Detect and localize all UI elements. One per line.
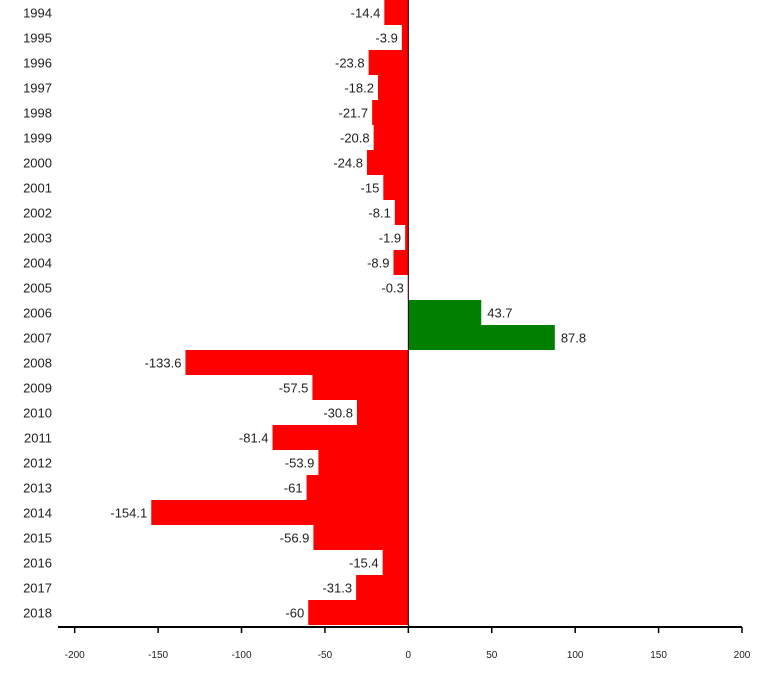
data-label-2001: -15	[361, 181, 380, 196]
data-label-2018: -60	[285, 606, 304, 621]
category-label-2007: 2007	[23, 331, 52, 346]
category-label-2014: 2014	[23, 506, 52, 521]
bar-2009	[312, 375, 409, 400]
data-labels-group: -14.4 -3.9 -23.8 -18.2 -21.7 -20.8 -24.8 -15 -8.…	[110, 6, 586, 621]
bar-2016	[382, 550, 409, 575]
bar-2014	[151, 500, 409, 525]
data-label-2004: -8.9	[367, 256, 389, 271]
category-label-1998: 1998	[23, 106, 52, 121]
category-label-1995: 1995	[23, 31, 52, 46]
data-label-2008: -133.6	[145, 356, 182, 371]
category-labels-group: 1994 1995 1996 1997 1998 1999 2000 2001 2002 2003…	[23, 6, 52, 621]
x-tick-label: 200	[734, 650, 751, 661]
category-label-2000: 2000	[23, 156, 52, 171]
data-label-2011: -81.4	[239, 431, 269, 446]
bar-2011	[272, 425, 409, 450]
x-tick-label: -50	[318, 650, 333, 661]
bar-2008	[185, 350, 409, 375]
bar-2002	[394, 200, 409, 225]
data-label-2014: -154.1	[110, 506, 147, 521]
data-label-2000: -24.8	[333, 156, 363, 171]
data-label-2015: -56.9	[280, 531, 310, 546]
x-tick-label: 50	[486, 650, 498, 661]
data-label-2002: -8.1	[368, 206, 390, 221]
data-label-2006: 43.7	[487, 306, 512, 321]
bar-2003	[405, 225, 409, 250]
bar-2015	[313, 525, 409, 550]
bar-2013	[306, 475, 409, 500]
x-ticks-group: -200 -150 -100 -50 0 50 100 150 200	[65, 627, 751, 661]
bar-2012	[318, 450, 409, 475]
data-label-1994: -14.4	[351, 6, 381, 21]
category-label-1997: 1997	[23, 81, 52, 96]
category-label-2015: 2015	[23, 531, 52, 546]
x-tick-label: -100	[232, 650, 252, 661]
bar-2001	[383, 175, 409, 200]
category-label-2013: 2013	[23, 481, 52, 496]
bar-1998	[372, 100, 409, 125]
bar-1997	[377, 75, 409, 100]
data-label-2005: -0.3	[381, 281, 403, 296]
category-label-2003: 2003	[23, 231, 52, 246]
bar-1995	[401, 25, 409, 50]
x-tick-label: -150	[148, 650, 168, 661]
data-label-2012: -53.9	[285, 456, 315, 471]
bar-2018	[308, 600, 409, 625]
data-label-2010: -30.8	[323, 406, 353, 421]
data-label-2016: -15.4	[349, 556, 379, 571]
data-label-2013: -61	[284, 481, 303, 496]
category-label-2002: 2002	[23, 206, 52, 221]
category-label-2011: 2011	[24, 431, 52, 446]
category-label-2009: 2009	[23, 381, 52, 396]
bars-group	[151, 0, 555, 625]
category-label-1994: 1994	[23, 6, 52, 21]
category-label-2004: 2004	[23, 256, 52, 271]
data-label-1999: -20.8	[340, 131, 370, 146]
bar-2000	[366, 150, 409, 175]
x-tick-label: -200	[65, 650, 85, 661]
x-tick-label: 150	[650, 650, 667, 661]
category-label-2010: 2010	[23, 406, 52, 421]
category-label-1999: 1999	[23, 131, 52, 146]
x-tick-label: 0	[406, 650, 412, 661]
category-label-2008: 2008	[23, 356, 52, 371]
category-label-2016: 2016	[23, 556, 52, 571]
category-label-1996: 1996	[23, 56, 52, 71]
bar-2007	[408, 325, 555, 350]
category-label-2001: 2001	[23, 181, 52, 196]
category-label-2006: 2006	[23, 306, 52, 321]
category-label-2018: 2018	[23, 606, 52, 621]
category-label-2005: 2005	[23, 281, 52, 296]
bar-1996	[368, 50, 409, 75]
bar-1994	[384, 0, 409, 25]
category-label-2017: 2017	[23, 581, 52, 596]
data-label-1998: -21.7	[338, 106, 368, 121]
x-tick-label: 100	[567, 650, 584, 661]
data-label-1995: -3.9	[375, 31, 397, 46]
data-label-1996: -23.8	[335, 56, 365, 71]
data-label-2007: 87.8	[561, 331, 586, 346]
data-label-2017: -31.3	[322, 581, 352, 596]
bar-2006	[408, 300, 482, 325]
bar-2010	[356, 400, 409, 425]
data-label-1997: -18.2	[344, 81, 374, 96]
data-label-2009: -57.5	[279, 381, 309, 396]
data-label-2003: -1.9	[379, 231, 401, 246]
bar-1999	[373, 125, 409, 150]
category-label-2012: 2012	[23, 456, 52, 471]
bar-2004	[393, 250, 409, 275]
bar-2017	[356, 575, 409, 600]
